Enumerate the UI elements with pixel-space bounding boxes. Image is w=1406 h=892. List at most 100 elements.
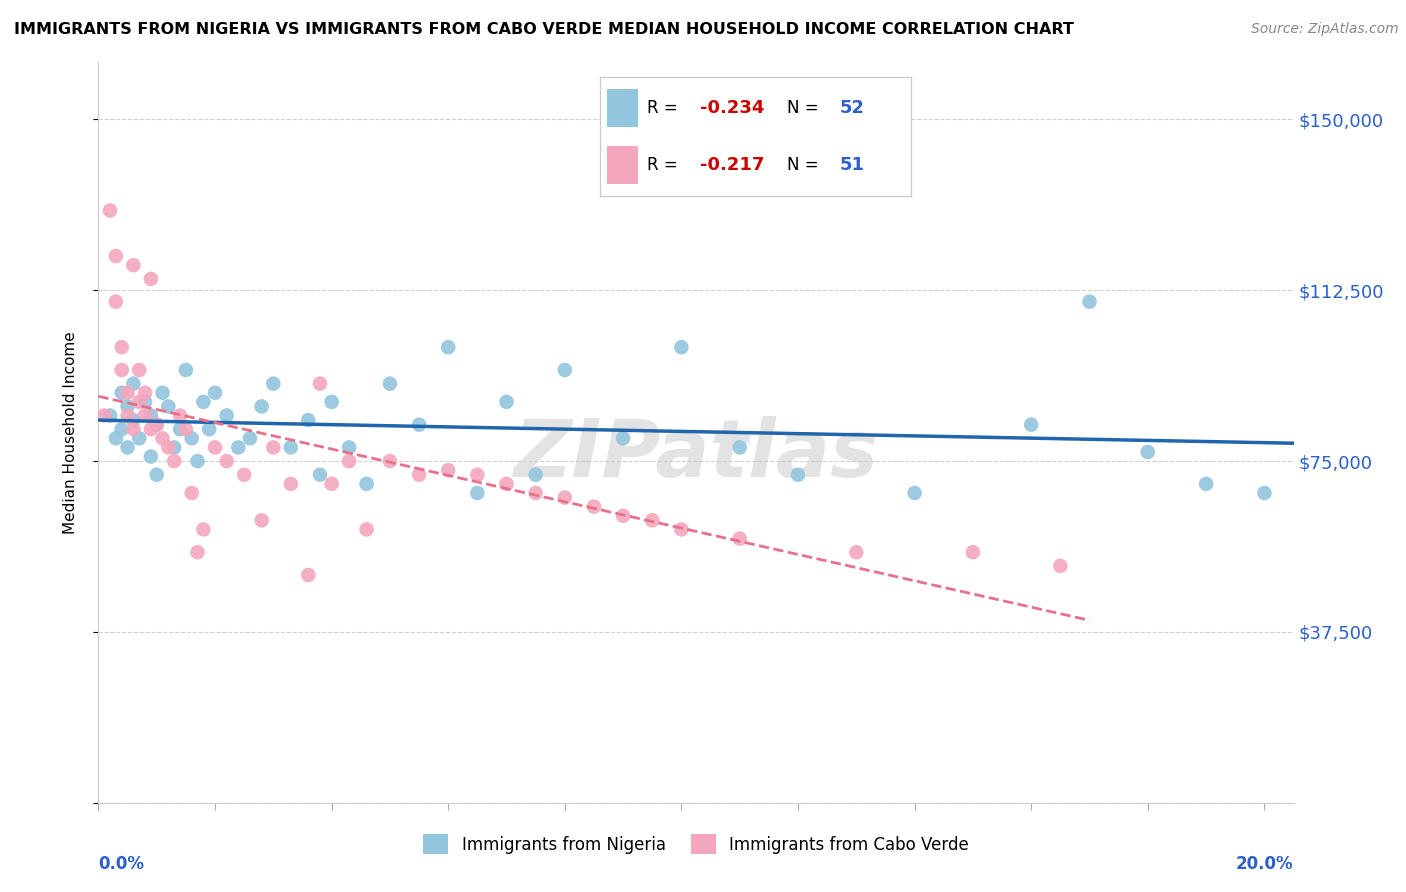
Point [122, 413, 145, 427]
Point [641, 513, 664, 527]
Text: 0.0%: 0.0% [98, 855, 145, 872]
Point [139, 450, 162, 464]
Point [104, 294, 127, 309]
Point [111, 340, 134, 354]
Point [262, 376, 284, 391]
Point [163, 454, 186, 468]
Point [280, 476, 302, 491]
Point [903, 486, 925, 500]
Point [122, 422, 145, 436]
Point [233, 467, 256, 482]
Point [186, 454, 208, 468]
Point [309, 376, 332, 391]
Point [250, 400, 273, 414]
Point [378, 454, 401, 468]
Point [111, 422, 134, 436]
Point [117, 400, 139, 414]
Point [152, 431, 174, 445]
Point [495, 476, 517, 491]
Point [1195, 476, 1218, 491]
Point [321, 395, 343, 409]
Point [157, 441, 180, 455]
Point [180, 486, 202, 500]
Point [262, 441, 284, 455]
Point [321, 476, 343, 491]
Point [215, 409, 238, 423]
Point [524, 467, 547, 482]
Point [104, 249, 127, 263]
Point [145, 417, 167, 432]
Point [152, 385, 174, 400]
Point [98, 409, 121, 423]
Point [1253, 486, 1275, 500]
Point [163, 441, 186, 455]
Point [174, 363, 197, 377]
Point [180, 431, 202, 445]
Point [169, 422, 191, 436]
Point [186, 545, 208, 559]
Point [250, 513, 273, 527]
Point [228, 441, 250, 455]
Point [169, 409, 191, 423]
Point [239, 431, 262, 445]
Point [524, 486, 547, 500]
Point [612, 508, 634, 523]
Text: 20.0%: 20.0% [1236, 855, 1294, 872]
Point [122, 258, 145, 272]
Point [1078, 294, 1101, 309]
Point [157, 400, 180, 414]
Point [111, 363, 134, 377]
Point [134, 395, 156, 409]
Text: IMMIGRANTS FROM NIGERIA VS IMMIGRANTS FROM CABO VERDE MEDIAN HOUSEHOLD INCOME CO: IMMIGRANTS FROM NIGERIA VS IMMIGRANTS FR… [14, 22, 1074, 37]
Point [117, 441, 139, 455]
Point [1049, 558, 1071, 573]
Point [787, 467, 810, 482]
Point [297, 568, 319, 582]
Legend: Immigrants from Nigeria, Immigrants from Cabo Verde: Immigrants from Nigeria, Immigrants from… [416, 828, 976, 861]
Point [1136, 445, 1159, 459]
Point [437, 463, 460, 477]
Point [122, 376, 145, 391]
Point [337, 441, 360, 455]
Point [198, 422, 221, 436]
Point [582, 500, 605, 514]
Point [845, 545, 868, 559]
Point [356, 476, 378, 491]
Point [128, 431, 150, 445]
Point [134, 385, 156, 400]
Point [495, 395, 517, 409]
Point [554, 363, 576, 377]
Point [337, 454, 360, 468]
Point [93, 409, 115, 423]
Point [193, 523, 215, 537]
Point [467, 467, 489, 482]
Y-axis label: Median Household Income: Median Household Income [63, 331, 77, 534]
Point [408, 417, 430, 432]
Point [356, 523, 378, 537]
Text: Source: ZipAtlas.com: Source: ZipAtlas.com [1251, 22, 1399, 37]
Point [671, 523, 693, 537]
Point [728, 532, 751, 546]
Point [117, 385, 139, 400]
Point [145, 467, 167, 482]
Point [467, 486, 489, 500]
Point [193, 395, 215, 409]
Point [437, 340, 460, 354]
Text: ZIPatlas: ZIPatlas [513, 416, 879, 494]
Point [204, 441, 226, 455]
Point [128, 363, 150, 377]
Point [671, 340, 693, 354]
Point [408, 467, 430, 482]
Point [297, 413, 319, 427]
Point [111, 385, 134, 400]
Point [117, 409, 139, 423]
Point [728, 441, 751, 455]
Point [554, 491, 576, 505]
Point [612, 431, 634, 445]
Point [139, 272, 162, 286]
Point [215, 454, 238, 468]
Point [145, 417, 167, 432]
Point [98, 203, 121, 218]
Point [962, 545, 984, 559]
Point [1019, 417, 1042, 432]
